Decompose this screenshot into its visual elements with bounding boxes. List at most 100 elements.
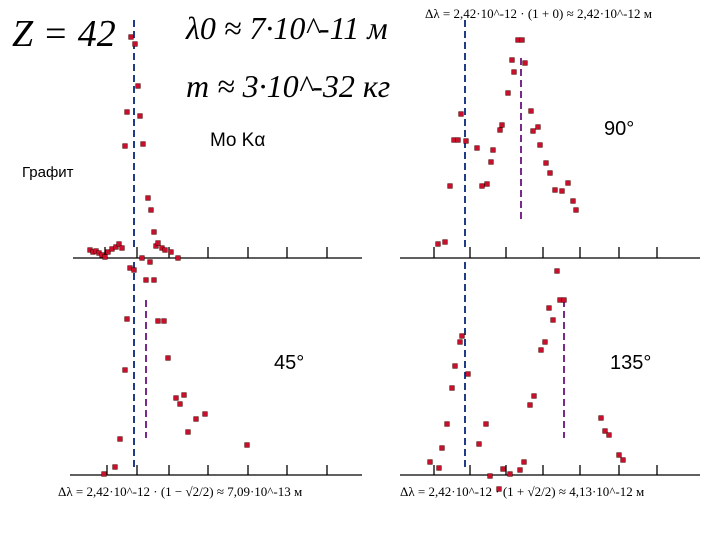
data-point — [496, 486, 502, 492]
data-point — [455, 137, 461, 143]
data-point — [145, 195, 151, 201]
data-point — [483, 421, 489, 427]
data-point — [117, 436, 123, 442]
data-point — [181, 392, 187, 398]
angle-label-135: 135° — [610, 352, 652, 374]
data-point — [147, 259, 153, 265]
data-point — [175, 255, 181, 261]
data-point — [435, 241, 441, 247]
data-point — [538, 347, 544, 353]
data-point — [507, 471, 513, 477]
data-point — [598, 415, 604, 421]
data-point — [547, 170, 553, 176]
data-point — [531, 393, 537, 399]
data-point — [530, 128, 536, 134]
data-point — [474, 145, 480, 151]
data-point — [521, 459, 527, 465]
data-point — [565, 180, 571, 186]
data-point — [552, 187, 558, 193]
data-point — [124, 316, 130, 322]
data-point — [168, 249, 174, 255]
data-point — [122, 143, 128, 149]
data-point — [116, 241, 122, 247]
data-point — [479, 183, 485, 189]
data-point — [140, 141, 146, 147]
data-point — [606, 432, 612, 438]
data-point — [173, 395, 179, 401]
data-point — [497, 127, 503, 133]
peak-lines — [133, 20, 565, 468]
angle-label-90: 90° — [604, 118, 635, 140]
data-point — [155, 318, 161, 324]
data-point — [457, 339, 463, 345]
axis-bottom-left — [70, 465, 362, 476]
axis-top-right — [400, 247, 700, 259]
data-point — [490, 147, 496, 153]
data-point — [202, 411, 208, 417]
data-point — [476, 441, 482, 447]
data-point — [620, 457, 626, 463]
data-point — [193, 416, 199, 422]
data-point — [465, 371, 471, 377]
data-point — [616, 452, 622, 458]
data-point — [509, 57, 515, 63]
data-point — [105, 249, 111, 255]
data-point — [112, 464, 118, 470]
data-point — [550, 317, 556, 323]
formula-bottom-left: Δλ = 2,42·10^-12 · (1 − √2/2) ≈ 7,09·10^… — [58, 484, 303, 499]
axis-top-left — [73, 247, 362, 259]
data-point — [165, 355, 171, 361]
data-point — [124, 109, 130, 115]
data-point — [573, 207, 579, 213]
data-point — [542, 339, 548, 345]
formula-bottom-right: Δλ = 2,42·10^-12 · (1 + √2/2) ≈ 4,13·10^… — [400, 484, 645, 499]
data-point — [488, 159, 494, 165]
data-point — [132, 41, 138, 47]
wavelength-label: λ0 ≈ 7·10^-11 м — [186, 10, 388, 46]
angle-label-45: 45° — [274, 352, 305, 374]
data-point — [162, 247, 168, 253]
data-point — [436, 465, 442, 471]
data-point — [452, 363, 458, 369]
data-point — [505, 90, 511, 96]
data-point — [546, 305, 552, 311]
data-point — [427, 459, 433, 465]
data-point — [554, 268, 560, 274]
data-point — [447, 183, 453, 189]
data-point — [139, 255, 145, 261]
data-point — [527, 402, 533, 408]
data-point — [444, 421, 450, 427]
data-point — [522, 60, 528, 66]
data-point — [500, 466, 506, 472]
formula-top-right: Δλ = 2,42·10^-12 · (1 + 0) ≈ 2,42·10^-12… — [425, 6, 652, 21]
data-point — [131, 267, 137, 273]
data-point — [177, 401, 183, 407]
data-point — [499, 122, 505, 128]
data-point — [148, 207, 154, 213]
data-point — [119, 245, 125, 251]
data-point — [113, 244, 119, 250]
target-label: Графит — [22, 164, 74, 181]
data-point — [559, 188, 565, 194]
data-point — [543, 160, 549, 166]
data-point — [137, 113, 143, 119]
mass-label: m ≈ 3·10^-32 кг — [186, 68, 391, 104]
data-point — [458, 111, 464, 117]
data-point — [561, 297, 567, 303]
data-point — [439, 445, 445, 451]
data-point — [185, 429, 191, 435]
data-point — [602, 428, 608, 434]
data-point — [463, 138, 469, 144]
data-point — [487, 473, 493, 479]
data-point — [537, 142, 543, 148]
data-point — [244, 442, 250, 448]
spectral-line-label: Mo Kα — [210, 130, 266, 151]
data-point — [484, 181, 490, 187]
data-point — [102, 254, 108, 260]
data-point — [155, 240, 161, 246]
data-point — [570, 198, 576, 204]
data-point — [161, 318, 167, 324]
data-point — [511, 69, 517, 75]
data-point — [519, 37, 525, 43]
data-point — [128, 34, 134, 40]
